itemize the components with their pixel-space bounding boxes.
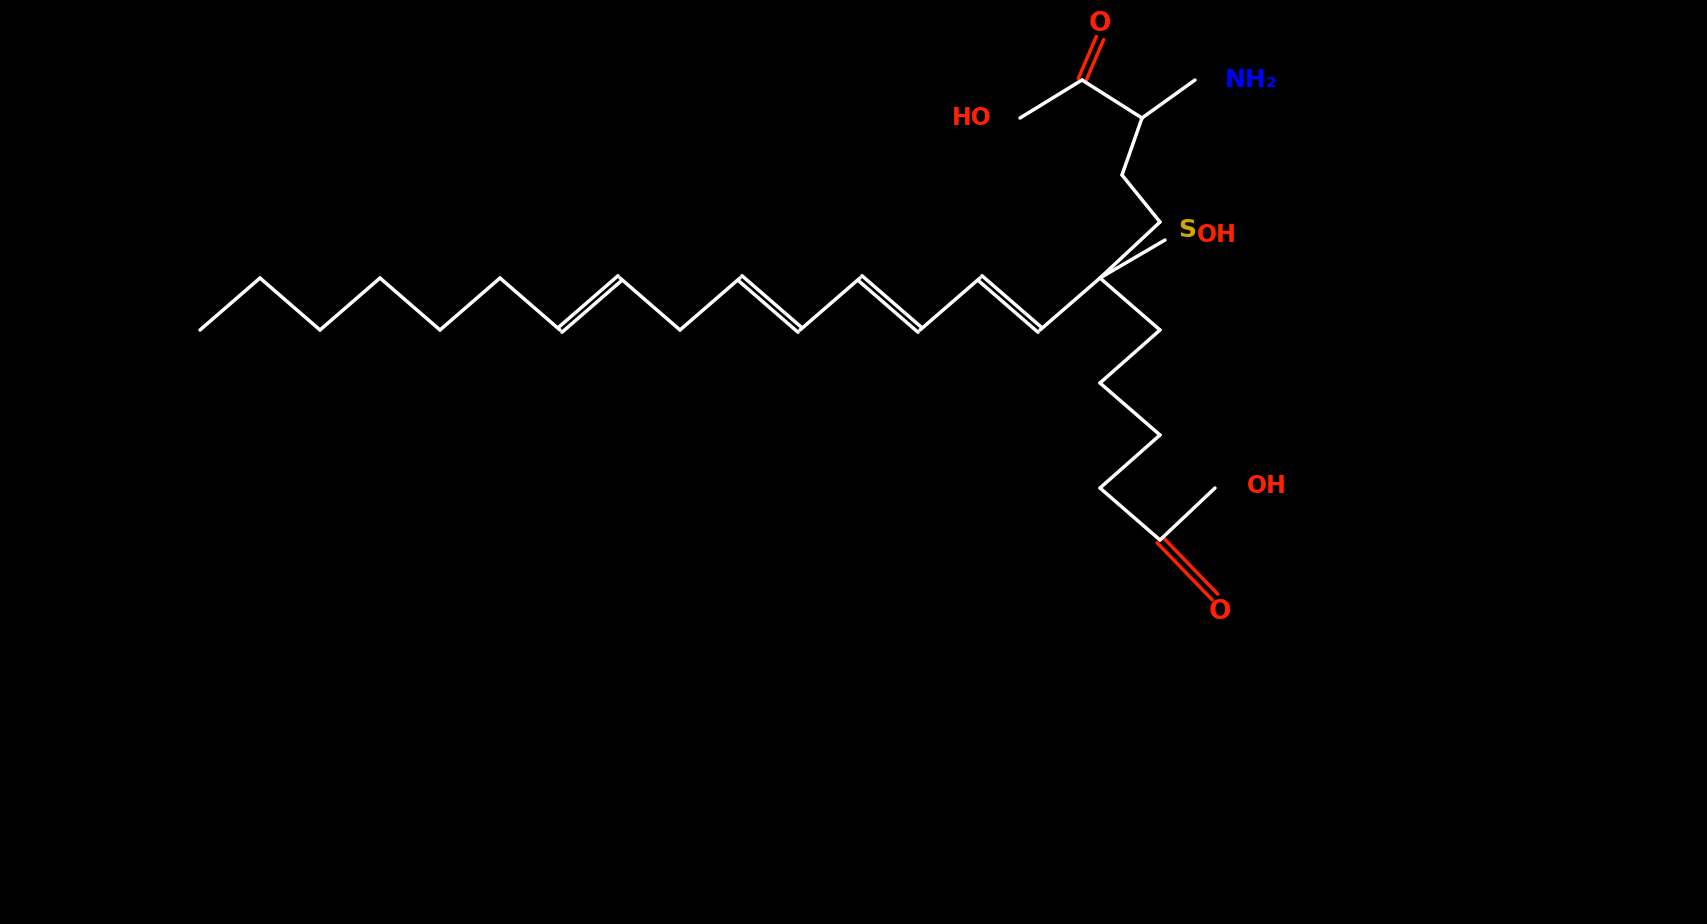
Text: O: O bbox=[1089, 11, 1111, 37]
Text: S: S bbox=[1178, 218, 1197, 242]
Text: NH₂: NH₂ bbox=[1226, 68, 1279, 92]
Text: OH: OH bbox=[1197, 223, 1238, 247]
Text: O: O bbox=[1209, 599, 1231, 625]
Text: OH: OH bbox=[1248, 474, 1287, 498]
Text: HO: HO bbox=[953, 106, 992, 130]
